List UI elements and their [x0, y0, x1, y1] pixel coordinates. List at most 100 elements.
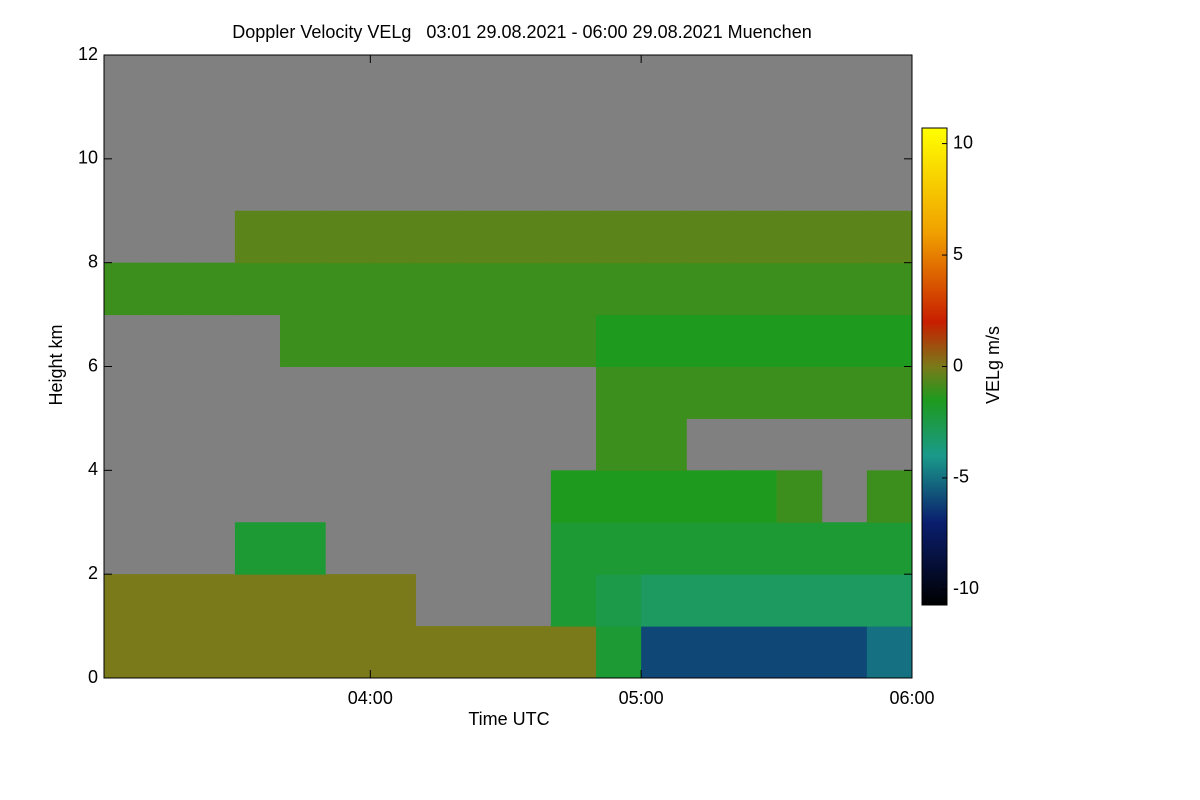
heatmap-cell — [550, 314, 597, 367]
heatmap-cell — [325, 574, 371, 627]
heatmap-cell — [550, 210, 597, 264]
heatmap-cell — [280, 314, 326, 367]
x-tick-label: 06:00 — [889, 688, 934, 708]
heatmap-cell — [686, 210, 732, 264]
y-tick-label: 6 — [88, 355, 98, 375]
heatmap-cell — [460, 626, 507, 678]
heatmap-cell — [280, 262, 326, 316]
heatmap-cell — [821, 262, 868, 316]
heatmap-cell — [641, 314, 687, 367]
heatmap-cell — [866, 314, 912, 367]
heatmap-cell — [866, 210, 912, 264]
heatmap-cell — [234, 626, 281, 678]
heatmap-cell — [776, 366, 823, 419]
colorbar-tick-label: 10 — [953, 132, 973, 152]
heatmap-cell — [596, 418, 642, 471]
x-axis-label: Time UTC — [468, 709, 549, 729]
heatmap-cell — [370, 262, 416, 316]
heatmap-cell — [776, 522, 823, 575]
heatmap-cell — [325, 314, 371, 367]
heatmap-cell — [415, 314, 462, 367]
heatmap-cell — [686, 470, 732, 523]
heatmap-cell — [104, 626, 146, 678]
heatmap-cell — [686, 366, 732, 419]
heatmap-cell — [821, 314, 868, 367]
heatmap-cell — [325, 210, 371, 264]
heatmap-cell — [370, 314, 416, 367]
heatmap-cell — [550, 262, 597, 316]
heatmap-cell — [821, 522, 868, 575]
heatmap-cell — [596, 470, 642, 523]
y-tick-label: 4 — [88, 459, 98, 479]
heatmap-cell — [325, 262, 371, 316]
heatmap-cell — [686, 262, 732, 316]
heatmap-cell — [596, 522, 642, 575]
heatmap-cell — [415, 626, 462, 678]
heatmap-cell — [686, 314, 732, 367]
heatmap-cell — [460, 262, 507, 316]
heatmap-cell — [550, 522, 597, 575]
x-tick-label: 05:00 — [619, 688, 664, 708]
y-tick-label: 0 — [88, 667, 98, 687]
heatmap-cell — [325, 626, 371, 678]
heatmap-cell — [641, 470, 687, 523]
heatmap-cell — [370, 210, 416, 264]
colorbar-tick-label: -10 — [953, 578, 979, 598]
heatmap-cell — [686, 522, 732, 575]
y-tick-label: 8 — [88, 251, 98, 271]
heatmap-cell — [821, 366, 868, 419]
heatmap-cell — [596, 210, 642, 264]
heatmap-cell — [280, 626, 326, 678]
heatmap-cell — [866, 366, 912, 419]
heatmap-cell — [641, 418, 687, 471]
heatmap-cell — [731, 366, 778, 419]
heatmap-cell — [821, 210, 868, 264]
heatmap-cell — [189, 626, 236, 678]
heatmap-cell — [686, 574, 732, 627]
colorbar-tick-label: 0 — [953, 355, 963, 375]
heatmap-cell — [776, 626, 823, 678]
heatmap-cell — [641, 574, 687, 627]
colorbar-tick-label: -5 — [953, 467, 969, 487]
heatmap-cell — [144, 626, 191, 678]
heatmap-cell — [280, 522, 326, 575]
heatmap-cell — [821, 574, 868, 627]
y-tick-label: 2 — [88, 563, 98, 583]
heatmap-cell — [776, 470, 823, 523]
heatmap-cell — [280, 574, 326, 627]
heatmap-cell — [776, 574, 823, 627]
heatmap-cell — [104, 262, 146, 316]
chart-title: Doppler Velocity VELg 03:01 29.08.2021 -… — [232, 22, 811, 42]
heatmap-cell — [641, 522, 687, 575]
heatmap-cell — [234, 522, 281, 575]
heatmap-cell — [731, 522, 778, 575]
heatmap-cell — [821, 626, 868, 678]
heatmap-cell — [866, 574, 912, 627]
heatmap-cell — [550, 626, 597, 678]
heatmap-cell — [505, 626, 552, 678]
heatmap-cell — [686, 626, 732, 678]
heatmap-cell — [776, 314, 823, 367]
heatmap-cell — [505, 262, 552, 316]
heatmap-cell — [550, 470, 597, 523]
heatmap-cell — [731, 574, 778, 627]
heatmap-cell — [731, 626, 778, 678]
heatmap-cell — [641, 366, 687, 419]
heatmap-cell — [550, 574, 597, 627]
colorbar-label: VELg m/s — [983, 326, 1003, 404]
heatmap-cell — [189, 574, 236, 627]
colorbar-tick-label: 5 — [953, 244, 963, 264]
y-tick-label: 10 — [78, 148, 98, 168]
heatmap-cell — [866, 522, 912, 575]
y-axis-label: Height km — [46, 324, 66, 405]
heatmap-cell — [731, 262, 778, 316]
heatmap-cell — [731, 470, 778, 523]
heatmap-cell — [104, 574, 146, 627]
heatmap-cell — [731, 210, 778, 264]
heatmap-cell — [596, 366, 642, 419]
heatmap-cell — [596, 314, 642, 367]
heatmap-cell — [460, 314, 507, 367]
heatmap-cell — [641, 626, 687, 678]
heatmap-cell — [234, 262, 281, 316]
